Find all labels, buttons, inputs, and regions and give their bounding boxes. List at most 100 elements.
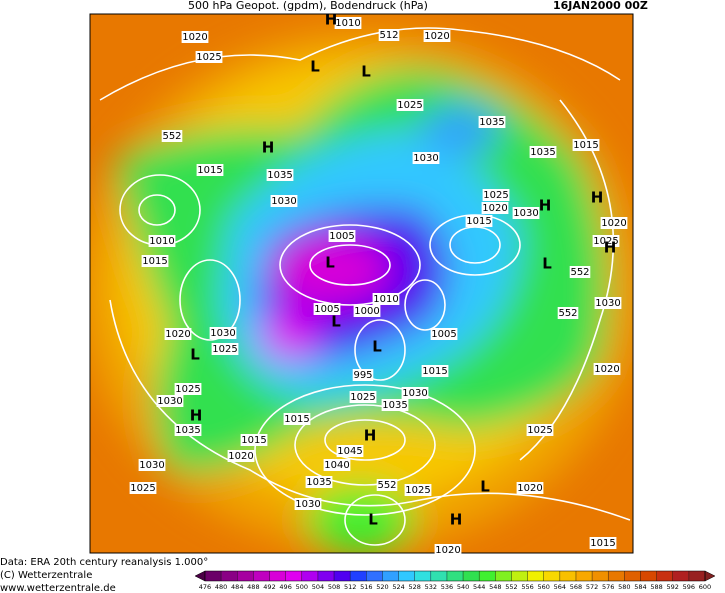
colorbar-tick-label: 592 — [667, 583, 679, 591]
colorbar-bin — [527, 571, 544, 581]
isobar-label: 1025 — [349, 391, 377, 403]
geopotential-label: 552 — [376, 479, 398, 491]
isobar-label: 1005 — [328, 230, 356, 242]
isobar-label-text: 1045 — [337, 446, 362, 457]
pressure-center: H — [325, 11, 338, 29]
colorbar-tick-label: 540 — [457, 583, 469, 591]
isobar-label-box — [283, 413, 311, 425]
isobar-label-text: 1015 — [573, 140, 598, 151]
colorbar-tick-label: 492 — [263, 583, 275, 591]
isobar-label-text: 1025 — [196, 52, 221, 63]
isobar-label-text: 1005 — [329, 231, 354, 242]
colorbar-bin — [688, 571, 705, 581]
isobar-label: 1010 — [148, 235, 176, 247]
isobar-label: 1025 — [396, 99, 424, 111]
isobar-label-box — [482, 189, 510, 201]
geopotential-label: 512 — [378, 29, 400, 41]
isobar-label-box — [529, 146, 557, 158]
isobar-label: 1005 — [430, 328, 458, 340]
colorbar-tick-label: 500 — [296, 583, 308, 591]
footer-line: www.wetterzentrale.de — [0, 583, 116, 593]
colorbar-bin — [672, 571, 689, 581]
isobar-label-text: 1025 — [397, 100, 422, 111]
colorbar-tick-label: 564 — [554, 583, 566, 591]
pressure-center: H — [190, 407, 203, 425]
colorbar-bin — [221, 571, 238, 581]
isobar-label: 1030 — [156, 395, 184, 407]
colorbar-tick-label: 556 — [521, 583, 533, 591]
isobar-label-text: 1020 — [517, 483, 542, 494]
isobar-label: 1020 — [516, 482, 544, 494]
isobar-label-box — [305, 476, 333, 488]
isobar-label: 1020 — [227, 450, 255, 462]
colorbar-bin — [430, 571, 447, 581]
colorbar-bin — [479, 571, 496, 581]
isobar-label-text: 1030 — [413, 153, 438, 164]
isobar-label-box — [156, 395, 184, 407]
pressure-center: H — [604, 239, 617, 257]
isobar-label: 1035 — [381, 399, 409, 411]
colorbar-bin — [559, 571, 576, 581]
isobar-label-text: 1030 — [139, 460, 164, 471]
colorbar-tick-label: 576 — [602, 583, 614, 591]
isobar-label: 1000 — [353, 305, 381, 317]
isobar-label-box — [352, 369, 374, 381]
colorbar-bin — [237, 571, 254, 581]
isobar-label-text: 1030 — [402, 388, 427, 399]
isobar-label: 1015 — [196, 164, 224, 176]
isobar-label-text: 1020 — [594, 364, 619, 375]
colorbar-bin — [301, 571, 318, 581]
pressure-center: L — [190, 346, 200, 364]
colorbar-bin — [495, 571, 512, 581]
colorbar-tick-label: 496 — [279, 583, 291, 591]
isobar-label-box — [434, 544, 462, 556]
isobar-label: 1020 — [181, 31, 209, 43]
isobar-label: 1030 — [138, 459, 166, 471]
isobar-label: 1015 — [572, 139, 600, 151]
isobar-label: 1030 — [594, 297, 622, 309]
isobar-label: 1020 — [434, 544, 462, 556]
colorbar-bin — [350, 571, 367, 581]
isobar-label-box — [423, 30, 451, 42]
isobar-label-box — [481, 202, 509, 214]
colorbar-bin — [624, 571, 641, 581]
isobar-label-box — [516, 482, 544, 494]
pressure-center: H — [262, 139, 275, 157]
isobar-label-text: 1025 — [175, 384, 200, 395]
isobar-label: 1025 — [404, 484, 432, 496]
isobar-label-text: 1040 — [324, 460, 349, 471]
colorbar-tick-label: 476 — [199, 583, 211, 591]
isobar-label-box — [589, 537, 617, 549]
isobar-label-text: 1035 — [267, 170, 292, 181]
isobar-label-text: 1020 — [165, 329, 190, 340]
geopotential-label-box — [557, 307, 579, 319]
isobar-label-text: 1005 — [431, 329, 456, 340]
isobar-label-text: 1015 — [241, 435, 266, 446]
isobar-label: 1020 — [423, 30, 451, 42]
isobar-label-box — [240, 434, 268, 446]
isobar-label-box — [401, 387, 429, 399]
isobar-label: 1015 — [240, 434, 268, 446]
colorbar-tick-label: 584 — [634, 583, 646, 591]
isobar-label: 1025 — [211, 343, 239, 355]
isobar-label-box — [592, 235, 620, 247]
colorbar-tick-label: 536 — [441, 583, 453, 591]
colorbar-tick-label: 552 — [505, 583, 517, 591]
colorbar-tick-label: 516 — [360, 583, 372, 591]
isobar-label-box — [421, 365, 449, 377]
map-title: 500 hPa Geopot. (gpdm), Bodendruck (hPa) — [188, 0, 428, 12]
colorbar-tick-label: 512 — [344, 583, 356, 591]
isobar-label-box — [174, 424, 202, 436]
colorbar-bin — [382, 571, 399, 581]
colorbar-bin — [205, 571, 222, 581]
pressure-center: H — [539, 197, 552, 215]
isobar-label-text: 1035 — [479, 117, 504, 128]
colorbar-tick-label: 588 — [650, 583, 662, 591]
colorbar-bin — [463, 571, 480, 581]
colorbar-tick-label: 560 — [537, 583, 549, 591]
isobar-label-box — [336, 445, 364, 457]
isobar-label-box — [313, 303, 341, 315]
isobar-label-text: 1030 — [595, 298, 620, 309]
isobar-label: 1025 — [592, 235, 620, 247]
isobar-label-text: 1025 — [527, 425, 552, 436]
